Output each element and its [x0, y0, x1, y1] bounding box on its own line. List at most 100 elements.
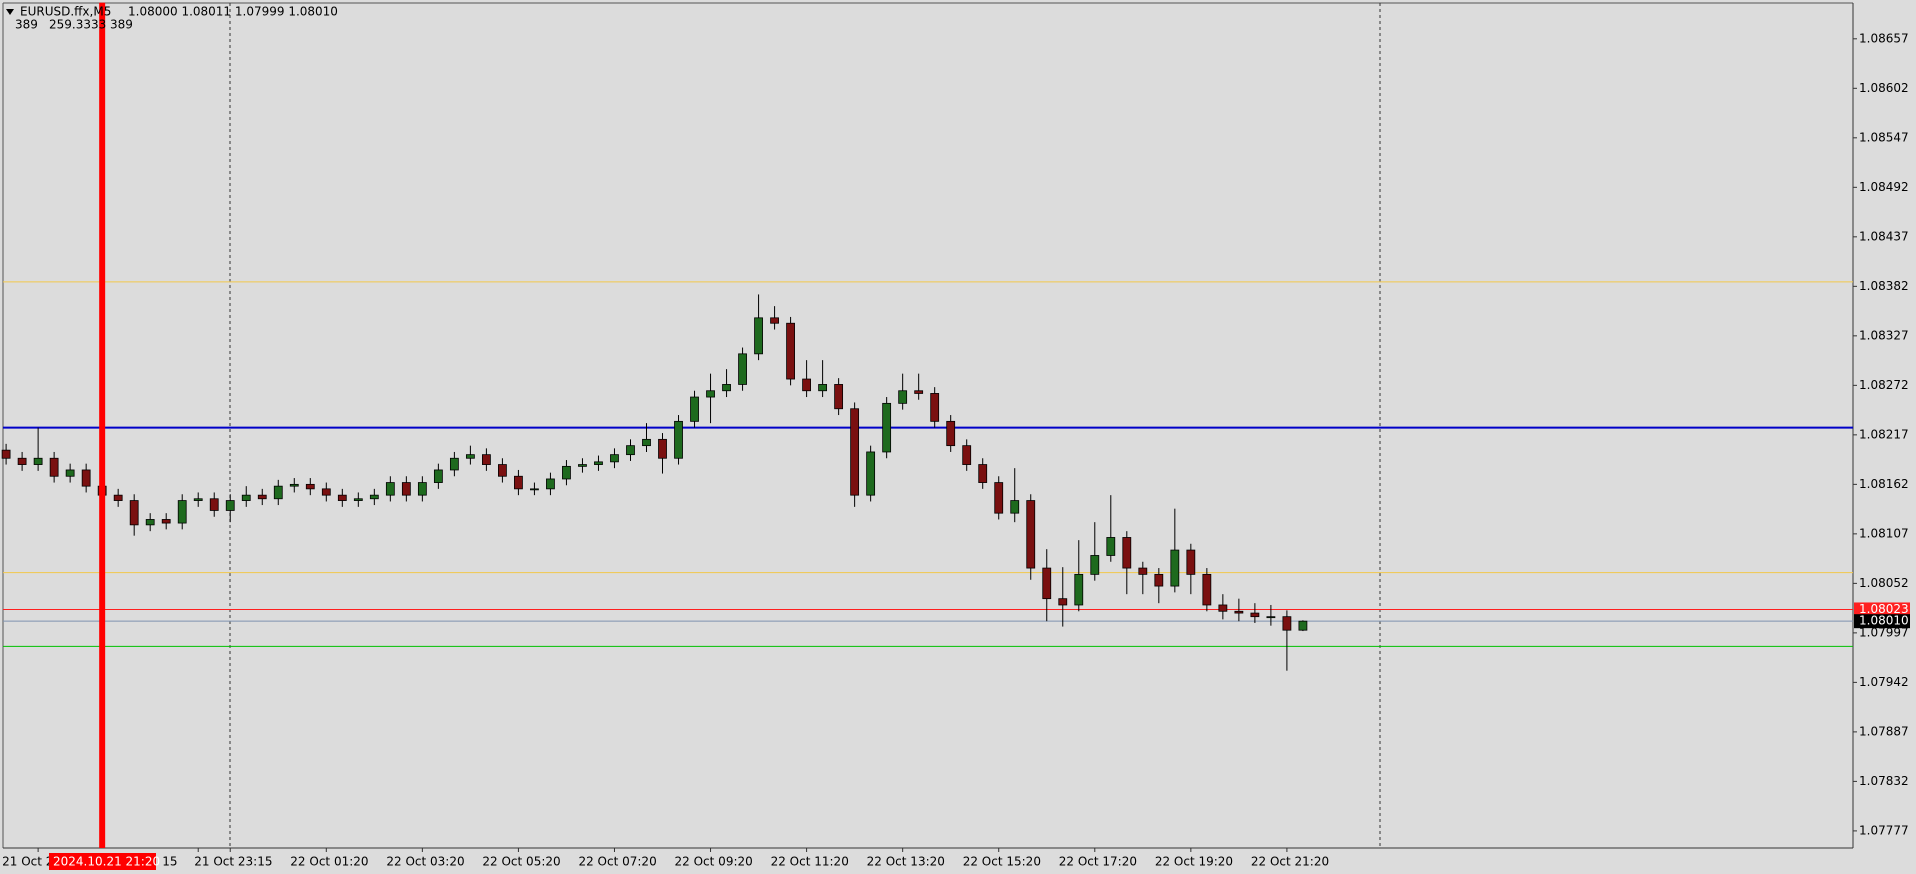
candle-body: [209, 498, 219, 511]
candle-body: [626, 445, 635, 456]
x-tick-label: 21 Oct 23:15: [194, 855, 272, 869]
candle-body: [1010, 500, 1020, 514]
candle-body: [161, 519, 171, 524]
candle-body: [1090, 555, 1100, 575]
y-tick-label: 1.08602: [1859, 81, 1909, 95]
candle-body: [546, 478, 555, 490]
indicator-value: 259.3333: [49, 18, 106, 32]
candle-body: [177, 500, 187, 524]
candle-body: [1138, 567, 1148, 575]
candle-body: [946, 420, 956, 447]
candle-body: [722, 384, 731, 392]
x-tick-label: 21 Oct 2: [2, 855, 53, 869]
candle-body: [962, 445, 972, 465]
candle-body: [289, 483, 299, 487]
candle-body: [786, 322, 795, 380]
candle-body: [305, 483, 315, 490]
candle-body: [1282, 616, 1292, 631]
candle-body: [738, 353, 747, 385]
x-tick-label: 22 Oct 21:20: [1251, 855, 1329, 869]
candle-body: [417, 482, 427, 496]
x-tick-label: 22 Oct 17:20: [1059, 855, 1137, 869]
candle-body: [433, 469, 443, 483]
symbol-title: EURUSD.ffx,M5: [20, 5, 111, 19]
candle-body: [578, 464, 587, 467]
candle-body: [818, 384, 828, 392]
candle-body: [1298, 620, 1308, 631]
y-tick-label: 1.08162: [1859, 477, 1909, 491]
candle-body: [930, 393, 940, 422]
marker-label: 2024.10.21 21:20: [53, 855, 160, 869]
candle-body: [353, 498, 363, 501]
candle-body: [754, 317, 763, 355]
candle-body: [1202, 573, 1212, 606]
candle-body: [1042, 567, 1052, 600]
y-tick-label: 1.08657: [1859, 31, 1909, 45]
candle-body: [385, 482, 395, 496]
price-label-bg: [1854, 614, 1910, 629]
candle-body: [1106, 537, 1116, 556]
candle-body: [49, 457, 59, 477]
candle-body: [498, 464, 507, 477]
y-tick-label: 1.07887: [1859, 724, 1909, 738]
x-tick-label: 22 Oct 15:20: [963, 855, 1041, 869]
candle-body: [113, 494, 123, 501]
candle-body: [994, 482, 1004, 514]
x-tick-label: 22 Oct 09:20: [675, 855, 753, 869]
candle-body: [914, 390, 924, 394]
candle-body: [225, 500, 235, 511]
candle-body: [449, 457, 459, 471]
marker-line: [99, 2, 106, 848]
candle-body: [1026, 500, 1036, 569]
candle-body: [65, 469, 75, 477]
candle-body: [1266, 616, 1276, 619]
candle-body: [273, 485, 283, 500]
x-tick-label: 22 Oct 11:20: [771, 855, 849, 869]
candle-body: [129, 500, 139, 526]
indicator-value: 389: [110, 18, 133, 32]
candle-body: [1218, 604, 1228, 612]
candle-body: [33, 457, 43, 465]
x-tick-label: 22 Oct 05:20: [482, 855, 560, 869]
candle-body: [481, 454, 491, 465]
y-tick-label: 1.08217: [1859, 427, 1909, 441]
candle-body: [1234, 610, 1244, 614]
y-tick-label: 1.07832: [1859, 774, 1909, 788]
candle-body: [834, 384, 844, 410]
collapse-icon: [6, 9, 14, 15]
candle-body: [850, 408, 860, 496]
x-tick-label: 22 Oct 03:20: [386, 855, 464, 869]
y-tick-label: 1.07777: [1859, 823, 1909, 837]
candle-body: [1122, 537, 1132, 569]
x-tick-label: 15: [162, 855, 177, 869]
candle-body: [1186, 549, 1196, 575]
y-tick-label: 1.07997: [1859, 625, 1909, 639]
candle-body: [145, 519, 155, 526]
candle-body: [562, 465, 571, 480]
y-tick-label: 1.08547: [1859, 130, 1909, 144]
price-label-bg: [1854, 602, 1910, 617]
x-tick-label: 22 Oct 01:20: [290, 855, 368, 869]
y-tick-label: 1.08327: [1859, 328, 1909, 342]
candle-body: [706, 390, 715, 398]
y-tick-label: 1.07942: [1859, 675, 1909, 689]
candle-body: [642, 438, 651, 447]
x-tick-label: 22 Oct 07:20: [578, 855, 656, 869]
candle-body: [1154, 573, 1164, 587]
candle-body: [514, 475, 523, 490]
y-tick-label: 1.08107: [1859, 526, 1909, 540]
candle-body: [1250, 612, 1260, 618]
x-tick-label: 22 Oct 13:20: [867, 855, 945, 869]
candle-body: [1, 449, 11, 459]
y-tick-label: 1.08382: [1859, 279, 1909, 293]
candle-body: [882, 402, 892, 453]
candle-body: [337, 494, 347, 501]
candle-body: [690, 396, 699, 422]
candle-body: [610, 454, 619, 463]
candle-body: [674, 420, 683, 459]
quote-text: 1.08000 1.08011 1.07999 1.08010: [128, 5, 338, 19]
candle-body: [1074, 573, 1084, 606]
price-label: 1.08023: [1859, 602, 1909, 616]
